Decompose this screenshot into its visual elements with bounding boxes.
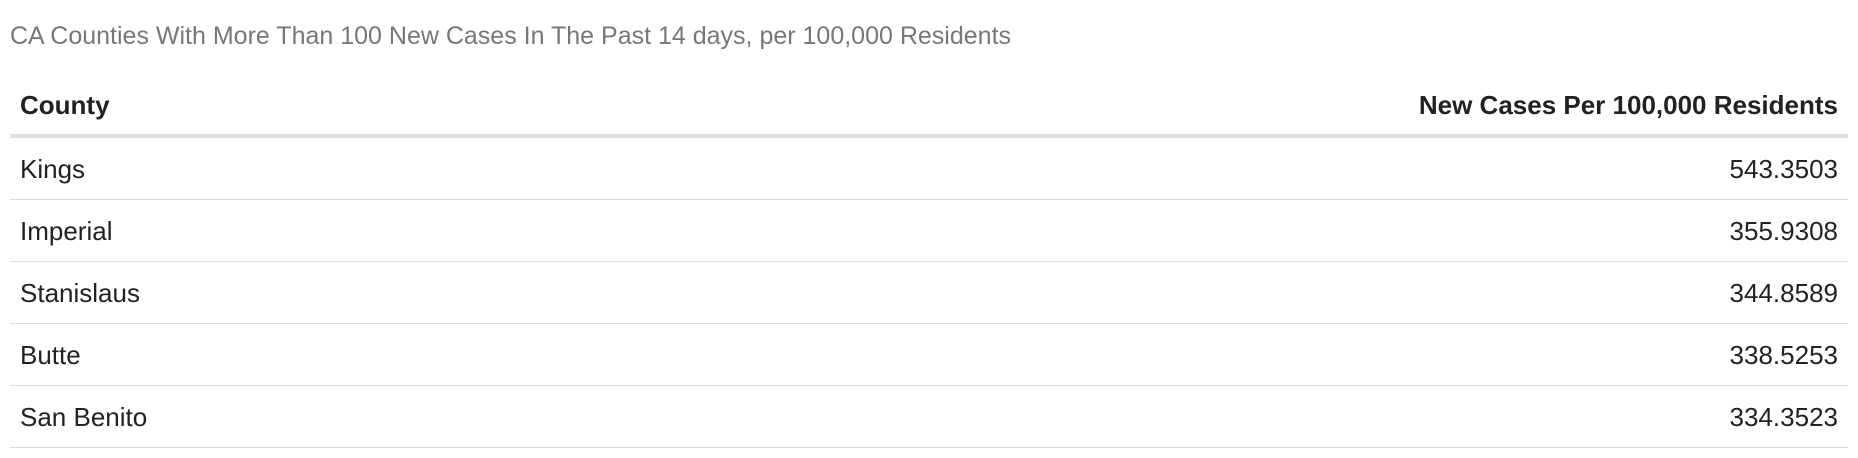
county-cell: San Benito [10,385,929,448]
table-row: San Benito 334.3523 [10,385,1848,448]
table-row: Imperial 355.9308 [10,199,1848,262]
table-caption: CA Counties With More Than 100 New Cases… [10,22,1012,50]
value-cell: 334.3523 [929,385,1848,448]
value-cell: 543.3503 [929,136,1848,200]
county-cell: Kings [10,136,929,200]
table-header: County New Cases Per 100,000 Residents [10,76,1848,138]
value-cell: 338.5253 [929,323,1848,386]
value-cell: 355.9308 [929,199,1848,262]
county-cell: Stanislaus [10,261,929,324]
county-cell: Butte [10,323,929,386]
table-body: Kings 543.3503 Imperial 355.9308 Stanisl… [10,136,1848,448]
column-header-new-cases: New Cases Per 100,000 Residents [929,76,1848,138]
value-cell: 344.8589 [929,261,1848,324]
county-cases-table: County New Cases Per 100,000 Residents K… [10,76,1848,448]
county-cell: Imperial [10,199,929,262]
table-row: Butte 338.5253 [10,323,1848,386]
data-table-container: County New Cases Per 100,000 Residents K… [10,76,1848,448]
column-header-county: County [10,76,929,138]
table-row: Stanislaus 344.8589 [10,261,1848,324]
table-row: Kings 543.3503 [10,136,1848,200]
header-row: County New Cases Per 100,000 Residents [10,76,1848,138]
